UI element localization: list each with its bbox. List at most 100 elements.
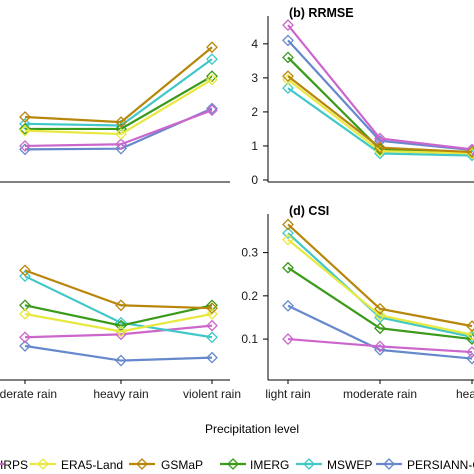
panel-b-title: (b) RRMSE: [289, 6, 354, 20]
series-line-chirps: [24, 109, 213, 148]
data-point-marker: [466, 328, 474, 341]
series-line-gsmap: [24, 46, 213, 124]
series-line-persiann-ccs: [287, 304, 473, 360]
x-axis-label: Precipitation level: [205, 422, 299, 436]
data-point-marker: [19, 331, 31, 344]
data-point-marker: [19, 270, 31, 283]
x-tick-label: light rain: [265, 387, 310, 401]
data-point-marker: [206, 104, 218, 117]
y-tick-label: 0: [251, 173, 258, 187]
x-tick-label: heav: [456, 387, 474, 401]
data-point-marker: [282, 333, 294, 346]
data-point-marker: [282, 82, 294, 95]
series-line-gsmap: [287, 223, 473, 328]
x-tick-label: oderate rain: [0, 387, 57, 401]
data-point-marker: [374, 309, 386, 322]
series-line-chirps: [287, 24, 473, 151]
y-tick-label: 0.1: [241, 332, 258, 346]
data-point-marker: [374, 141, 386, 154]
series-line-era5-land: [24, 78, 213, 136]
data-point-marker: [19, 264, 31, 277]
data-point-marker: [466, 346, 474, 358]
data-point-marker: [206, 73, 218, 86]
series-line-chirps: [24, 324, 213, 339]
data-point-marker: [466, 352, 474, 365]
data-point-marker: [206, 70, 218, 83]
y-tick-label: 2: [251, 105, 258, 119]
series-line-mswep: [287, 232, 473, 338]
data-point-marker: [19, 299, 31, 312]
data-point-marker: [282, 299, 294, 312]
series-line-persiann-ccs: [24, 344, 213, 362]
data-point-marker: [19, 111, 31, 123]
data-point-marker: [466, 333, 474, 346]
series-line-mswep: [24, 58, 213, 127]
data-point-marker: [466, 320, 474, 333]
data-point-marker: [19, 308, 31, 320]
data-point-marker: [115, 116, 127, 129]
legend-diamond-marker: [136, 458, 148, 470]
data-point-marker: [206, 308, 218, 320]
series-line-gsmap: [24, 269, 213, 310]
data-point-marker: [115, 138, 127, 151]
data-point-marker: [206, 331, 218, 344]
data-point-marker: [19, 123, 31, 135]
series-line-imerg: [287, 266, 473, 341]
legend-diamond-marker: [37, 458, 49, 470]
legend-label: MSWEP: [327, 458, 372, 472]
legend-label: IRPS: [0, 458, 28, 472]
data-point-marker: [374, 322, 386, 335]
y-tick-label: 0.2: [241, 289, 258, 303]
legend-diamond-marker: [303, 458, 315, 470]
data-point-marker: [206, 319, 218, 332]
legend-label: GSMaP: [161, 458, 203, 472]
data-point-marker: [282, 227, 294, 240]
data-point-marker: [206, 299, 218, 312]
data-point-marker: [115, 142, 127, 155]
data-point-marker: [206, 53, 218, 66]
data-point-marker: [206, 102, 218, 115]
y-tick-label: 1: [251, 139, 258, 153]
legend-diamond-marker: [383, 458, 395, 470]
data-point-marker: [19, 340, 31, 352]
x-tick-label: heavy rain: [93, 387, 148, 401]
data-point-marker: [115, 354, 127, 367]
data-point-marker: [282, 261, 294, 274]
series-line-mswep: [24, 275, 213, 339]
data-point-marker: [374, 302, 386, 315]
series-line-era5-land: [24, 312, 213, 333]
panel-d-title: (d) CSI: [289, 204, 329, 218]
data-point-marker: [115, 299, 127, 312]
data-point-marker: [282, 233, 294, 246]
legend-diamond-marker: [227, 458, 239, 470]
data-point-marker: [206, 302, 218, 315]
data-point-marker: [282, 218, 294, 231]
series-line-gsmap: [287, 75, 473, 154]
legend-label: ERA5-Land: [61, 458, 123, 472]
legend-label: PERSIANN-C: [407, 458, 474, 472]
x-tick-label: moderate rain: [343, 387, 417, 401]
data-point-marker: [19, 140, 31, 152]
data-point-marker: [466, 143, 474, 156]
y-tick-label: 4: [251, 37, 258, 51]
data-point-marker: [374, 340, 386, 353]
data-point-marker: [282, 19, 294, 32]
y-tick-label: 3: [251, 71, 258, 85]
data-point-marker: [19, 124, 31, 137]
data-point-marker: [466, 330, 474, 343]
data-point-marker: [115, 128, 127, 140]
series-line-era5-land: [287, 238, 473, 336]
data-point-marker: [115, 325, 127, 338]
data-point-marker: [206, 351, 218, 364]
legend-label: IMERG: [250, 458, 289, 472]
data-point-marker: [115, 316, 127, 329]
x-tick-label: violent rain: [183, 387, 241, 401]
y-tick-label: 0.3: [241, 246, 258, 260]
series-line-era5-land: [287, 78, 473, 155]
data-point-marker: [282, 51, 294, 64]
series-line-persiann-ccs: [287, 39, 473, 152]
series-line-chirps: [287, 337, 473, 354]
data-point-marker: [466, 146, 474, 159]
data-point-marker: [282, 70, 294, 83]
